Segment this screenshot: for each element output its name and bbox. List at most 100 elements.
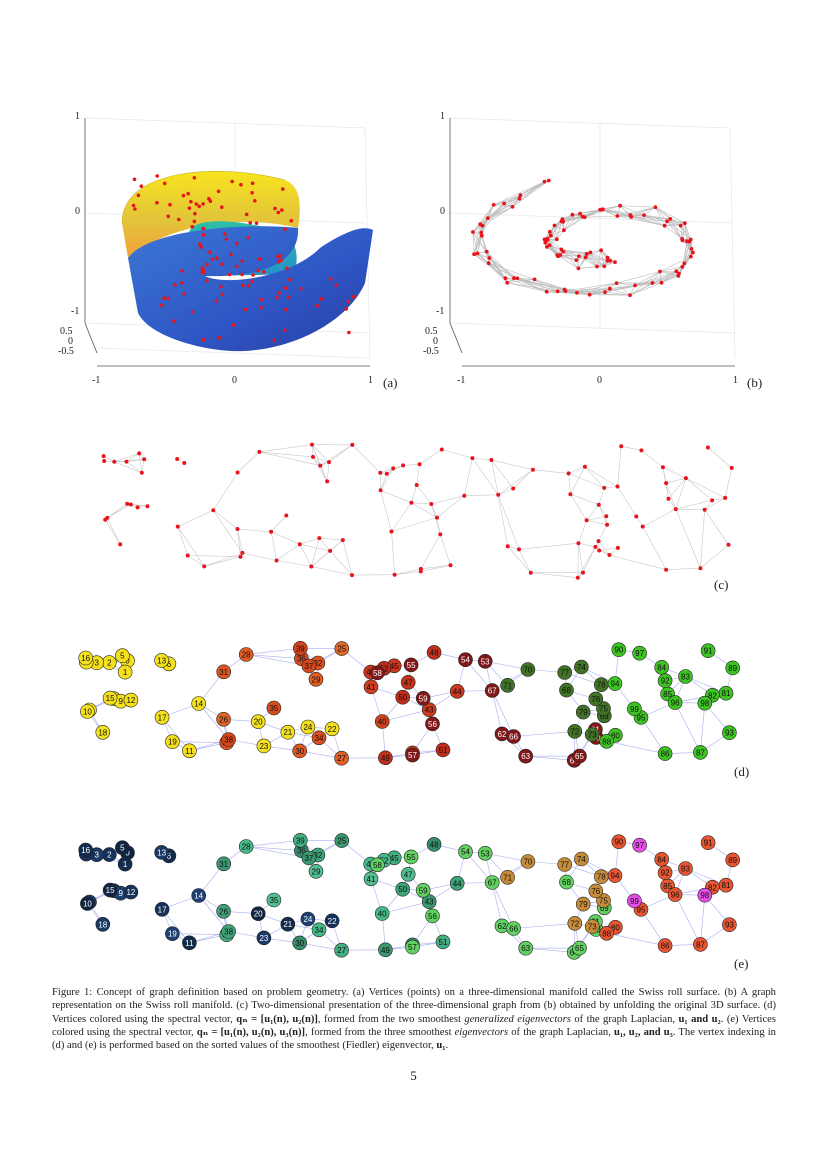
vertex: 87 xyxy=(693,745,708,760)
vertex: 94 xyxy=(607,676,623,691)
graph-edge xyxy=(187,555,205,567)
graph-vertex xyxy=(599,248,603,253)
vertex: 59 xyxy=(415,883,431,898)
vertex: 70 xyxy=(520,854,536,869)
vertex-marker xyxy=(221,732,236,747)
vertex-index-label: 35 xyxy=(269,704,278,713)
vertex-marker xyxy=(238,647,254,662)
panel-b-label: (b) xyxy=(747,375,763,390)
graph-vertex xyxy=(680,264,685,269)
graph-vertex xyxy=(435,515,439,520)
graph-edge xyxy=(114,461,142,474)
vertex: 88 xyxy=(599,734,615,749)
graph-vertex xyxy=(593,544,598,549)
graph-edge xyxy=(391,517,438,532)
graph-vertex xyxy=(547,230,552,234)
figure-caption: Figure 1: Concept of graph definition ba… xyxy=(52,986,776,1052)
vertex: 72 xyxy=(567,724,583,739)
vertex-index-label: 31 xyxy=(219,668,228,677)
vertex-marker xyxy=(165,926,180,941)
vertex-marker xyxy=(700,643,716,659)
panel-a-label: (a) xyxy=(383,375,398,390)
surface-point xyxy=(182,292,186,296)
surface-point xyxy=(231,323,236,327)
graph-vertex xyxy=(137,451,142,456)
graph-edge xyxy=(590,252,608,262)
vertex: 71 xyxy=(500,677,515,693)
graph-edge xyxy=(599,547,618,551)
graph-vertex xyxy=(462,493,467,498)
vertex-marker xyxy=(123,884,139,900)
graph-edge xyxy=(590,252,598,267)
vertex-index-label: 9 xyxy=(118,697,123,706)
graph-vertex xyxy=(619,444,624,449)
vertex: 5 xyxy=(115,840,130,856)
graph-edge xyxy=(562,216,583,220)
vertex: 26 xyxy=(216,904,231,919)
vertex: 2 xyxy=(101,847,117,862)
graph-vertex xyxy=(517,547,521,552)
surface-point xyxy=(208,250,212,255)
graph-edge xyxy=(213,472,238,511)
graph-edge xyxy=(319,537,331,552)
graph-edge xyxy=(534,279,547,292)
vertex-index-label: 71 xyxy=(503,681,512,690)
vertex-index-label: 90 xyxy=(614,646,623,655)
graph-vertex xyxy=(640,524,645,529)
vertex-index-label: 22 xyxy=(328,917,337,926)
caption-text: , formed from the three smoothest xyxy=(305,1026,455,1038)
graph-vertex xyxy=(605,258,610,263)
graph-edge xyxy=(595,546,610,556)
surface-point xyxy=(223,232,227,236)
graph-edge xyxy=(246,846,302,851)
graph-edge xyxy=(684,223,688,242)
graph-edge xyxy=(487,206,513,219)
swiss-roll-graph-plot xyxy=(449,117,736,367)
vertex-index-label: 79 xyxy=(579,900,588,909)
graph-edge xyxy=(668,498,677,510)
vertex-index-label: 51 xyxy=(439,746,448,755)
caption-emphasis: eigenvectors xyxy=(454,1026,509,1038)
graph-vertex xyxy=(470,456,475,461)
graph-edge xyxy=(391,531,395,575)
graph-edge xyxy=(487,194,521,219)
graph-edge xyxy=(270,515,287,533)
graph-edge xyxy=(299,537,320,545)
vertex-index-label: 24 xyxy=(303,915,312,924)
graph-edge xyxy=(666,477,686,484)
graph-edge xyxy=(518,542,579,550)
graph-edge xyxy=(685,676,727,694)
vertex: 24 xyxy=(300,719,316,735)
vertex-marker xyxy=(588,691,604,707)
vertex: 47 xyxy=(400,866,416,882)
tick-h1: -1 xyxy=(457,375,466,386)
vertex: 20 xyxy=(250,714,266,729)
vertex: 16 xyxy=(78,842,93,858)
graph-edge xyxy=(707,447,732,469)
vertex-marker xyxy=(154,710,170,725)
graph-edge xyxy=(477,253,489,264)
vertex-marker xyxy=(154,653,169,668)
surface-point xyxy=(227,272,232,277)
graph-edge xyxy=(564,288,610,290)
vertex: 51 xyxy=(435,742,451,758)
vertex-marker xyxy=(484,683,500,698)
surface-point xyxy=(251,273,255,277)
vertex: 15 xyxy=(102,690,118,706)
graph-edge xyxy=(665,482,677,510)
graph-vertex xyxy=(582,215,587,220)
graph-vertex xyxy=(549,233,553,238)
vertex-index-label: 6 xyxy=(167,660,172,669)
vertex-index-label: 32 xyxy=(313,851,322,860)
vertex: 31 xyxy=(216,664,231,680)
vertex-index-label: 29 xyxy=(312,675,321,684)
surface-point xyxy=(298,286,303,291)
graph-edge xyxy=(519,180,549,199)
graph-edge xyxy=(609,554,667,570)
vertex-index-label: 5 xyxy=(120,844,125,853)
graph-edge xyxy=(578,543,584,573)
graph-edge xyxy=(675,508,701,569)
surface-point xyxy=(187,206,192,210)
vertex-marker xyxy=(334,833,350,848)
vertex-marker xyxy=(370,665,385,681)
